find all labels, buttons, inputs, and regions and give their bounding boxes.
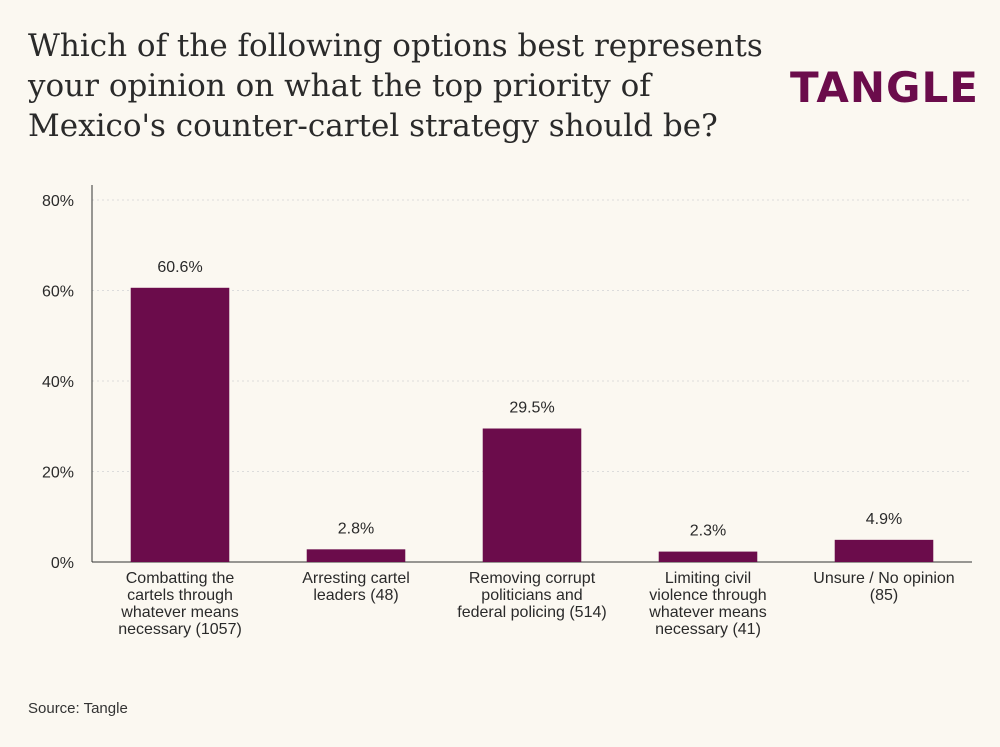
category-label: Unsure / No opinion (85): [813, 570, 954, 604]
source-note: Source: Tangle: [28, 700, 128, 717]
data-label: 29.5%: [509, 400, 554, 417]
category-label-line: politicians and: [481, 587, 582, 604]
category-label: Combatting the cartels through whatever me…: [118, 570, 242, 638]
category-label-line: Combatting the: [126, 570, 235, 587]
tangle-logo: TANGLE: [790, 63, 979, 112]
category-labels: Combatting the cartels through whatever me…: [118, 570, 955, 638]
category-label-line: necessary (1057): [118, 621, 242, 638]
data-labels: 60.6% 2.8% 29.5% 2.3% 4.9%: [157, 259, 902, 540]
category-label-line: Removing corrupt: [469, 570, 596, 587]
category-label: Removing corrupt politicians and federal p…: [457, 570, 606, 621]
category-label-line: Arresting cartel: [302, 570, 410, 587]
category-label-line: Limiting civil: [665, 570, 751, 587]
category-label-line: leaders (48): [313, 587, 398, 604]
y-tick-label: 40%: [42, 374, 74, 391]
category-label-line: cartels through: [127, 587, 233, 604]
category-label: Limiting civil violence through whatever m…: [648, 570, 766, 638]
y-tick-label: 0%: [51, 555, 74, 572]
category-label-line: whatever means: [648, 604, 766, 621]
bar: [834, 539, 934, 562]
category-label-line: Unsure / No opinion: [813, 570, 954, 587]
bars: [130, 287, 934, 562]
category-label: Arresting cartel leaders (48): [302, 570, 410, 604]
y-tick-label: 20%: [42, 465, 74, 482]
bar-chart: 0% 20% 40% 60% 80% 60.6% 2.8% 29.5% 2.3% 4.9% Co…: [42, 185, 972, 638]
category-label-line: federal policing (514): [457, 604, 606, 621]
y-tick-label: 80%: [42, 193, 74, 210]
category-label-line: necessary (41): [655, 621, 761, 638]
bar: [130, 287, 230, 562]
bar: [482, 428, 582, 562]
data-label: 4.9%: [866, 511, 902, 528]
bar: [658, 551, 758, 562]
category-label-line: violence through: [649, 587, 766, 604]
category-label-line: (85): [870, 587, 898, 604]
data-label: 2.3%: [690, 523, 726, 540]
chart-title: Which of the following options best repr…: [28, 28, 763, 144]
data-label: 2.8%: [338, 520, 374, 537]
data-label: 60.6%: [157, 259, 202, 276]
y-tick-label: 60%: [42, 284, 74, 301]
category-label-line: whatever means: [120, 604, 238, 621]
bar: [306, 549, 406, 562]
